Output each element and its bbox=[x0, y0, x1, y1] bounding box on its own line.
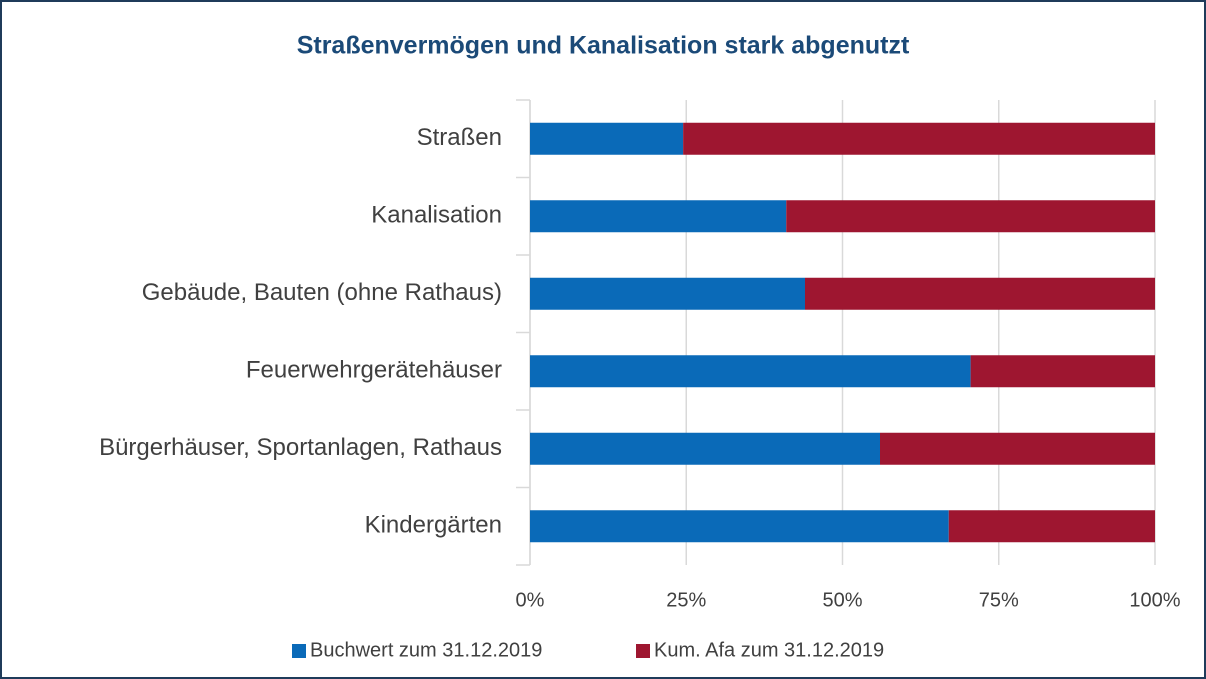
bar-segment bbox=[530, 355, 971, 388]
chart-title: Straßenvermögen und Kanalisation stark a… bbox=[297, 32, 910, 60]
bar-segment bbox=[970, 355, 1155, 388]
bar-segment bbox=[786, 200, 1155, 233]
bar-segment bbox=[805, 277, 1155, 310]
x-tick-label: 0% bbox=[516, 589, 545, 611]
bar-segment bbox=[530, 277, 805, 310]
bar-segment bbox=[683, 122, 1155, 155]
y-tick-label: Gebäude, Bauten (ohne Rathaus) bbox=[142, 279, 502, 306]
y-tick-label: Kanalisation bbox=[371, 202, 502, 229]
y-tick-label: Feuerwehrgerätehäuser bbox=[246, 357, 502, 384]
y-tick-label: Straßen bbox=[417, 124, 502, 151]
bar-segment bbox=[530, 510, 949, 543]
x-tick-label: 50% bbox=[822, 589, 862, 611]
bar-segment bbox=[948, 510, 1155, 543]
y-tick-label: Kindergärten bbox=[365, 512, 502, 539]
legend-swatch bbox=[636, 644, 650, 658]
x-tick-label: 100% bbox=[1129, 589, 1180, 611]
legend-label: Kum. Afa zum 31.12.2019 bbox=[654, 639, 884, 661]
x-tick-label: 25% bbox=[666, 589, 706, 611]
bar-segment bbox=[530, 200, 787, 233]
bar-segment bbox=[880, 432, 1155, 465]
x-tick-label: 75% bbox=[979, 589, 1019, 611]
legend-swatch bbox=[292, 644, 306, 658]
bar-segment bbox=[530, 122, 684, 155]
bar-segment bbox=[530, 432, 880, 465]
y-tick-label: Bürgerhäuser, Sportanlagen, Rathaus bbox=[99, 434, 502, 461]
legend-label: Buchwert zum 31.12.2019 bbox=[310, 639, 542, 661]
